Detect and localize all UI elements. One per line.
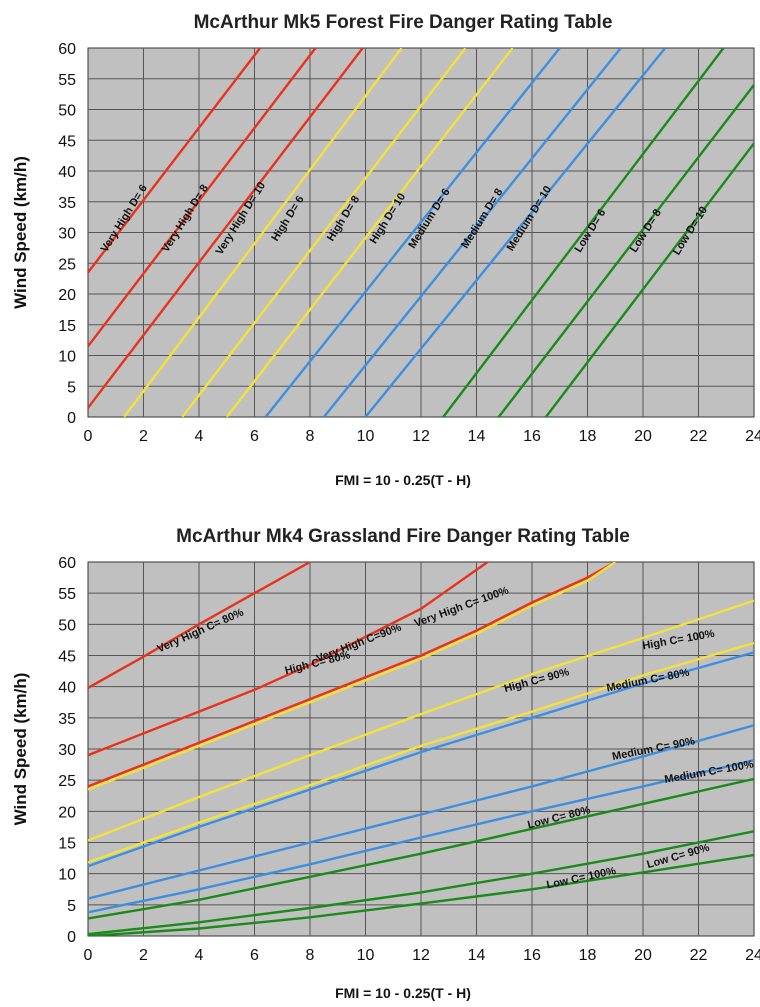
y-tick-label: 55 bbox=[58, 586, 76, 603]
y-tick-label: 10 bbox=[58, 349, 76, 366]
y-axis-label: Wind Speed (km/h) bbox=[11, 673, 30, 826]
series-line-11 bbox=[88, 853, 754, 936]
series-line-10 bbox=[88, 830, 754, 936]
series-line-3 bbox=[123, 48, 403, 417]
series-line-7 bbox=[88, 724, 754, 900]
series-line-10 bbox=[497, 84, 754, 417]
x-tick-label: 12 bbox=[412, 428, 430, 445]
x-tick-label: 16 bbox=[523, 947, 541, 964]
y-tick-label: 40 bbox=[58, 680, 76, 697]
y-tick-label: 20 bbox=[58, 804, 76, 821]
x-tick-label: 24 bbox=[745, 947, 760, 964]
y-tick-label: 25 bbox=[58, 256, 76, 273]
x-tick-label: 14 bbox=[468, 428, 486, 445]
series-line-6 bbox=[88, 651, 754, 868]
x-tick-label: 4 bbox=[195, 428, 204, 445]
y-tick-label: 60 bbox=[58, 41, 76, 58]
y-axis-label: Wind Speed (km/h) bbox=[11, 156, 30, 309]
x-tick-label: 24 bbox=[745, 428, 760, 445]
x-tick-label: 6 bbox=[250, 947, 259, 964]
x-tick-label: 20 bbox=[634, 428, 652, 445]
x-tick-label: 22 bbox=[690, 428, 708, 445]
x-tick-label: 8 bbox=[306, 428, 315, 445]
x-tick-label: 10 bbox=[357, 428, 375, 445]
y-tick-label: 30 bbox=[58, 226, 76, 243]
y-tick-label: 25 bbox=[58, 773, 76, 790]
series-line-2 bbox=[88, 562, 616, 788]
x-tick-label: 8 bbox=[306, 947, 315, 964]
x-axis-label: FMI = 10 - 0.25(T - H) bbox=[335, 985, 471, 1001]
x-tick-label: 18 bbox=[579, 947, 597, 964]
y-tick-label: 50 bbox=[58, 103, 76, 120]
series-line-8 bbox=[88, 759, 754, 914]
y-tick-label: 5 bbox=[67, 379, 76, 396]
x-tick-label: 0 bbox=[84, 947, 93, 964]
series-line-5 bbox=[225, 48, 514, 417]
y-tick-label: 30 bbox=[58, 742, 76, 759]
series-line-11 bbox=[544, 142, 754, 417]
grassland-fire-chart: McArthur Mk4 Grassland Fire Danger Ratin… bbox=[11, 526, 760, 1001]
y-tick-label: 0 bbox=[67, 929, 76, 946]
series-line-6 bbox=[264, 48, 561, 417]
series-line-7 bbox=[322, 48, 622, 417]
x-tick-label: 2 bbox=[139, 428, 148, 445]
y-tick-label: 55 bbox=[58, 72, 76, 89]
series-line-4 bbox=[88, 599, 754, 842]
x-tick-label: 16 bbox=[523, 428, 541, 445]
y-tick-label: 45 bbox=[58, 649, 76, 666]
x-tick-label: 12 bbox=[412, 947, 430, 964]
series-line-0 bbox=[88, 562, 311, 689]
x-axis-label: FMI = 10 - 0.25(T - H) bbox=[335, 472, 471, 488]
series-line-1 bbox=[88, 48, 317, 348]
series-line-3 bbox=[88, 562, 616, 791]
x-tick-label: 20 bbox=[634, 947, 652, 964]
x-tick-label: 4 bbox=[195, 947, 204, 964]
y-tick-label: 20 bbox=[58, 287, 76, 304]
y-tick-label: 40 bbox=[58, 164, 76, 181]
y-tick-label: 35 bbox=[58, 711, 76, 728]
x-tick-label: 0 bbox=[84, 428, 93, 445]
series-line-4 bbox=[181, 48, 467, 417]
x-tick-label: 18 bbox=[579, 428, 597, 445]
chart-title: McArthur Mk5 Forest Fire Danger Rating T… bbox=[194, 12, 613, 33]
y-tick-label: 15 bbox=[58, 318, 76, 335]
chart-title: McArthur Mk4 Grassland Fire Danger Ratin… bbox=[176, 526, 630, 547]
series-line-0 bbox=[88, 48, 262, 274]
y-tick-label: 60 bbox=[58, 555, 76, 572]
series-line-1 bbox=[88, 562, 489, 757]
series-line-9 bbox=[88, 777, 754, 920]
x-tick-label: 2 bbox=[139, 947, 148, 964]
series-line-5 bbox=[88, 641, 754, 864]
series-line-2 bbox=[88, 48, 364, 409]
y-tick-label: 50 bbox=[58, 617, 76, 634]
forest-fire-chart: McArthur Mk5 Forest Fire Danger Rating T… bbox=[11, 12, 760, 488]
x-tick-label: 22 bbox=[690, 947, 708, 964]
x-tick-label: 10 bbox=[357, 947, 375, 964]
y-tick-label: 0 bbox=[67, 410, 76, 427]
y-tick-label: 45 bbox=[58, 133, 76, 150]
y-tick-label: 15 bbox=[58, 836, 76, 853]
y-tick-label: 10 bbox=[58, 867, 76, 884]
y-tick-label: 35 bbox=[58, 195, 76, 212]
x-tick-label: 6 bbox=[250, 428, 259, 445]
series-line-8 bbox=[364, 48, 667, 417]
y-tick-label: 5 bbox=[67, 898, 76, 915]
series-line-9 bbox=[442, 48, 725, 417]
x-tick-label: 14 bbox=[468, 947, 486, 964]
